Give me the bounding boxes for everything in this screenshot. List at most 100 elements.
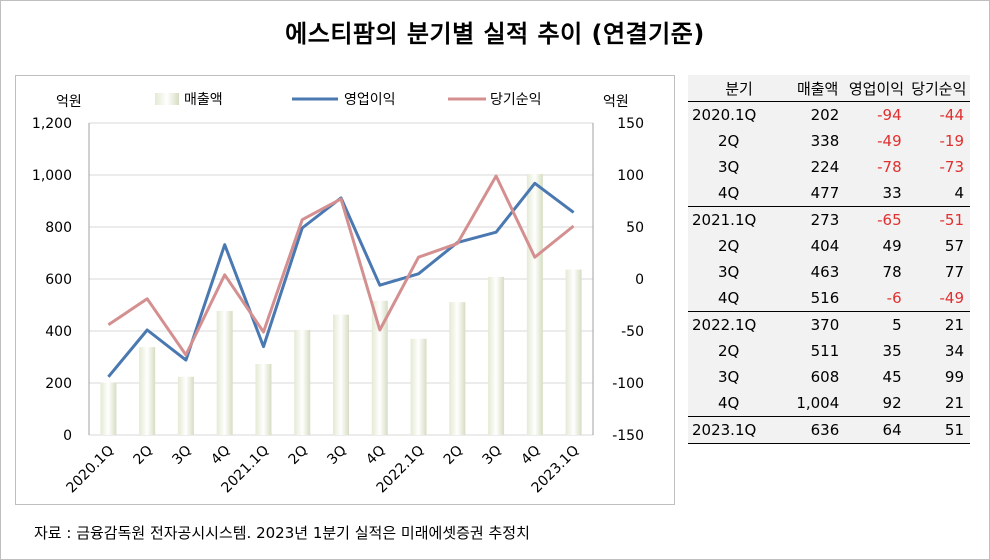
col-header-net: 당기순익 bbox=[907, 75, 970, 102]
x-tick-label: 3Q bbox=[479, 443, 504, 468]
table-row: 3Q 463 78 77 bbox=[688, 259, 970, 285]
cell-sales: 477 bbox=[790, 180, 846, 207]
left-tick-label: 0 bbox=[63, 428, 72, 444]
cell-quarter: 3Q bbox=[718, 158, 740, 176]
cell-op: 78 bbox=[882, 263, 902, 281]
right-tick-label: 100 bbox=[617, 168, 644, 184]
cell-net: -44 bbox=[939, 106, 965, 124]
table-row: 2021.1Q 273 -65 -51 bbox=[688, 207, 970, 234]
cell-net: 99 bbox=[944, 368, 964, 386]
bar-sales bbox=[216, 310, 233, 435]
right-tick-label: 0 bbox=[635, 272, 644, 288]
bar-sales bbox=[139, 347, 156, 435]
bar-sales bbox=[565, 269, 582, 435]
cell-quarter: 2Q bbox=[718, 342, 740, 360]
cell-sales: 608 bbox=[810, 368, 840, 386]
left-tick-label: 1,000 bbox=[32, 168, 72, 184]
cell-quarter: 2021.1Q bbox=[692, 211, 757, 229]
cell-op: -49 bbox=[877, 132, 902, 150]
cell-quarter: 2023.1Q bbox=[688, 416, 790, 444]
cell-sales: 404 bbox=[810, 237, 840, 255]
cell-sales: 1,004 bbox=[790, 390, 846, 417]
cell-op: 45 bbox=[882, 368, 902, 386]
bar-sales bbox=[371, 300, 388, 435]
cell-op: 5 bbox=[892, 316, 902, 334]
right-tick-label: 50 bbox=[626, 220, 644, 236]
bar-sales bbox=[410, 338, 427, 435]
left-axis-unit: 억원 bbox=[56, 94, 82, 110]
right-axis-unit: 억원 bbox=[603, 94, 629, 110]
cell-op: 64 bbox=[845, 416, 908, 444]
source-note: 자료 : 금융감독원 전자공시시스템. 2023년 1분기 실적은 미래에셋증권… bbox=[34, 524, 530, 542]
x-tick-label: 4Q bbox=[208, 443, 233, 468]
bar-sales bbox=[294, 329, 311, 435]
cell-net: 21 bbox=[944, 316, 964, 334]
left-tick-label: 1,200 bbox=[32, 116, 72, 132]
cell-quarter: 2Q bbox=[718, 132, 740, 150]
table-header-row: 분기 매출액 영업이익 당기순익 bbox=[688, 75, 970, 102]
cell-sales: 636 bbox=[790, 416, 846, 444]
table-row: 3Q 224 -78 -73 bbox=[688, 154, 970, 180]
x-tick-label: 2Q bbox=[131, 443, 156, 468]
cell-op: 33 bbox=[845, 180, 908, 207]
table-row: 4Q 477 33 4 bbox=[688, 180, 970, 207]
line-net-income bbox=[107, 174, 575, 357]
cell-net: 21 bbox=[907, 390, 970, 417]
cell-sales: 338 bbox=[810, 132, 840, 150]
col-header-quarter: 분기 bbox=[688, 75, 790, 102]
cell-quarter: 2022.1Q bbox=[692, 316, 757, 334]
cell-sales: 511 bbox=[810, 342, 840, 360]
table-row: 4Q 1,004 92 21 bbox=[688, 390, 970, 417]
cell-sales: 463 bbox=[810, 263, 840, 281]
x-tick-label: 3Q bbox=[169, 443, 194, 468]
cell-op: 35 bbox=[882, 342, 902, 360]
left-tick-label: 800 bbox=[45, 220, 72, 236]
left-tick-label: 600 bbox=[45, 272, 72, 288]
data-table: 분기 매출액 영업이익 당기순익 2020.1Q 202 -94 -44 2Q 338 -4… bbox=[688, 75, 970, 444]
bar-sales bbox=[449, 302, 466, 435]
x-tick-label: 2020.1Q bbox=[63, 443, 117, 497]
right-tick-label: -50 bbox=[621, 324, 644, 340]
x-tick-label: 2Q bbox=[286, 443, 311, 468]
bar-sales bbox=[177, 376, 194, 435]
legend-label-sales: 매출액 bbox=[184, 92, 223, 108]
bar-sales bbox=[100, 382, 117, 435]
cell-net: -49 bbox=[907, 285, 970, 312]
cell-quarter: 4Q bbox=[688, 390, 790, 417]
bar-sales bbox=[255, 364, 272, 435]
table-row: 3Q 608 45 99 bbox=[688, 364, 970, 390]
cell-quarter: 3Q bbox=[718, 263, 740, 281]
table-row: 2Q 338 -49 -19 bbox=[688, 128, 970, 154]
cell-net: 34 bbox=[944, 342, 964, 360]
cell-sales: 224 bbox=[810, 158, 840, 176]
cell-op: 92 bbox=[845, 390, 908, 417]
cell-op: -65 bbox=[877, 211, 902, 229]
col-header-sales: 매출액 bbox=[790, 75, 846, 102]
cell-op: -6 bbox=[845, 285, 908, 312]
x-tick-label: 4Q bbox=[518, 443, 543, 468]
figure-title: 에스티팜의 분기별 실적 추이 (연결기준) bbox=[285, 20, 705, 48]
cell-net: 57 bbox=[944, 237, 964, 255]
cell-quarter: 4Q bbox=[688, 180, 790, 207]
table-row: 2Q 511 35 34 bbox=[688, 338, 970, 364]
cell-net: 51 bbox=[907, 416, 970, 444]
x-tick-label: 4Q bbox=[363, 443, 388, 468]
cell-sales: 273 bbox=[810, 211, 840, 229]
chart-area: 0 200 400 600 800 1,000 1,200 -150 -100 -50 0 50 100… bbox=[15, 75, 675, 505]
bar-sales bbox=[333, 314, 349, 435]
legend-label-net: 당기순익 bbox=[490, 92, 542, 108]
x-tick-label: 3Q bbox=[324, 443, 349, 468]
col-header-op: 영업이익 bbox=[845, 75, 908, 102]
cell-op: 49 bbox=[882, 237, 902, 255]
table-row: 2020.1Q 202 -94 -44 bbox=[688, 102, 970, 129]
cell-sales: 202 bbox=[810, 106, 840, 124]
cell-sales: 370 bbox=[810, 316, 840, 334]
bar-sales bbox=[488, 276, 505, 435]
cell-quarter: 2Q bbox=[718, 237, 740, 255]
right-tick-label: -150 bbox=[612, 428, 644, 444]
cell-quarter: 2020.1Q bbox=[692, 106, 757, 124]
cell-net: 4 bbox=[907, 180, 970, 207]
table-row: 2Q 404 49 57 bbox=[688, 233, 970, 259]
data-table-panel: 분기 매출액 영업이익 당기순익 2020.1Q 202 -94 -44 2Q 338 -4… bbox=[688, 75, 970, 444]
left-tick-label: 200 bbox=[45, 376, 72, 392]
